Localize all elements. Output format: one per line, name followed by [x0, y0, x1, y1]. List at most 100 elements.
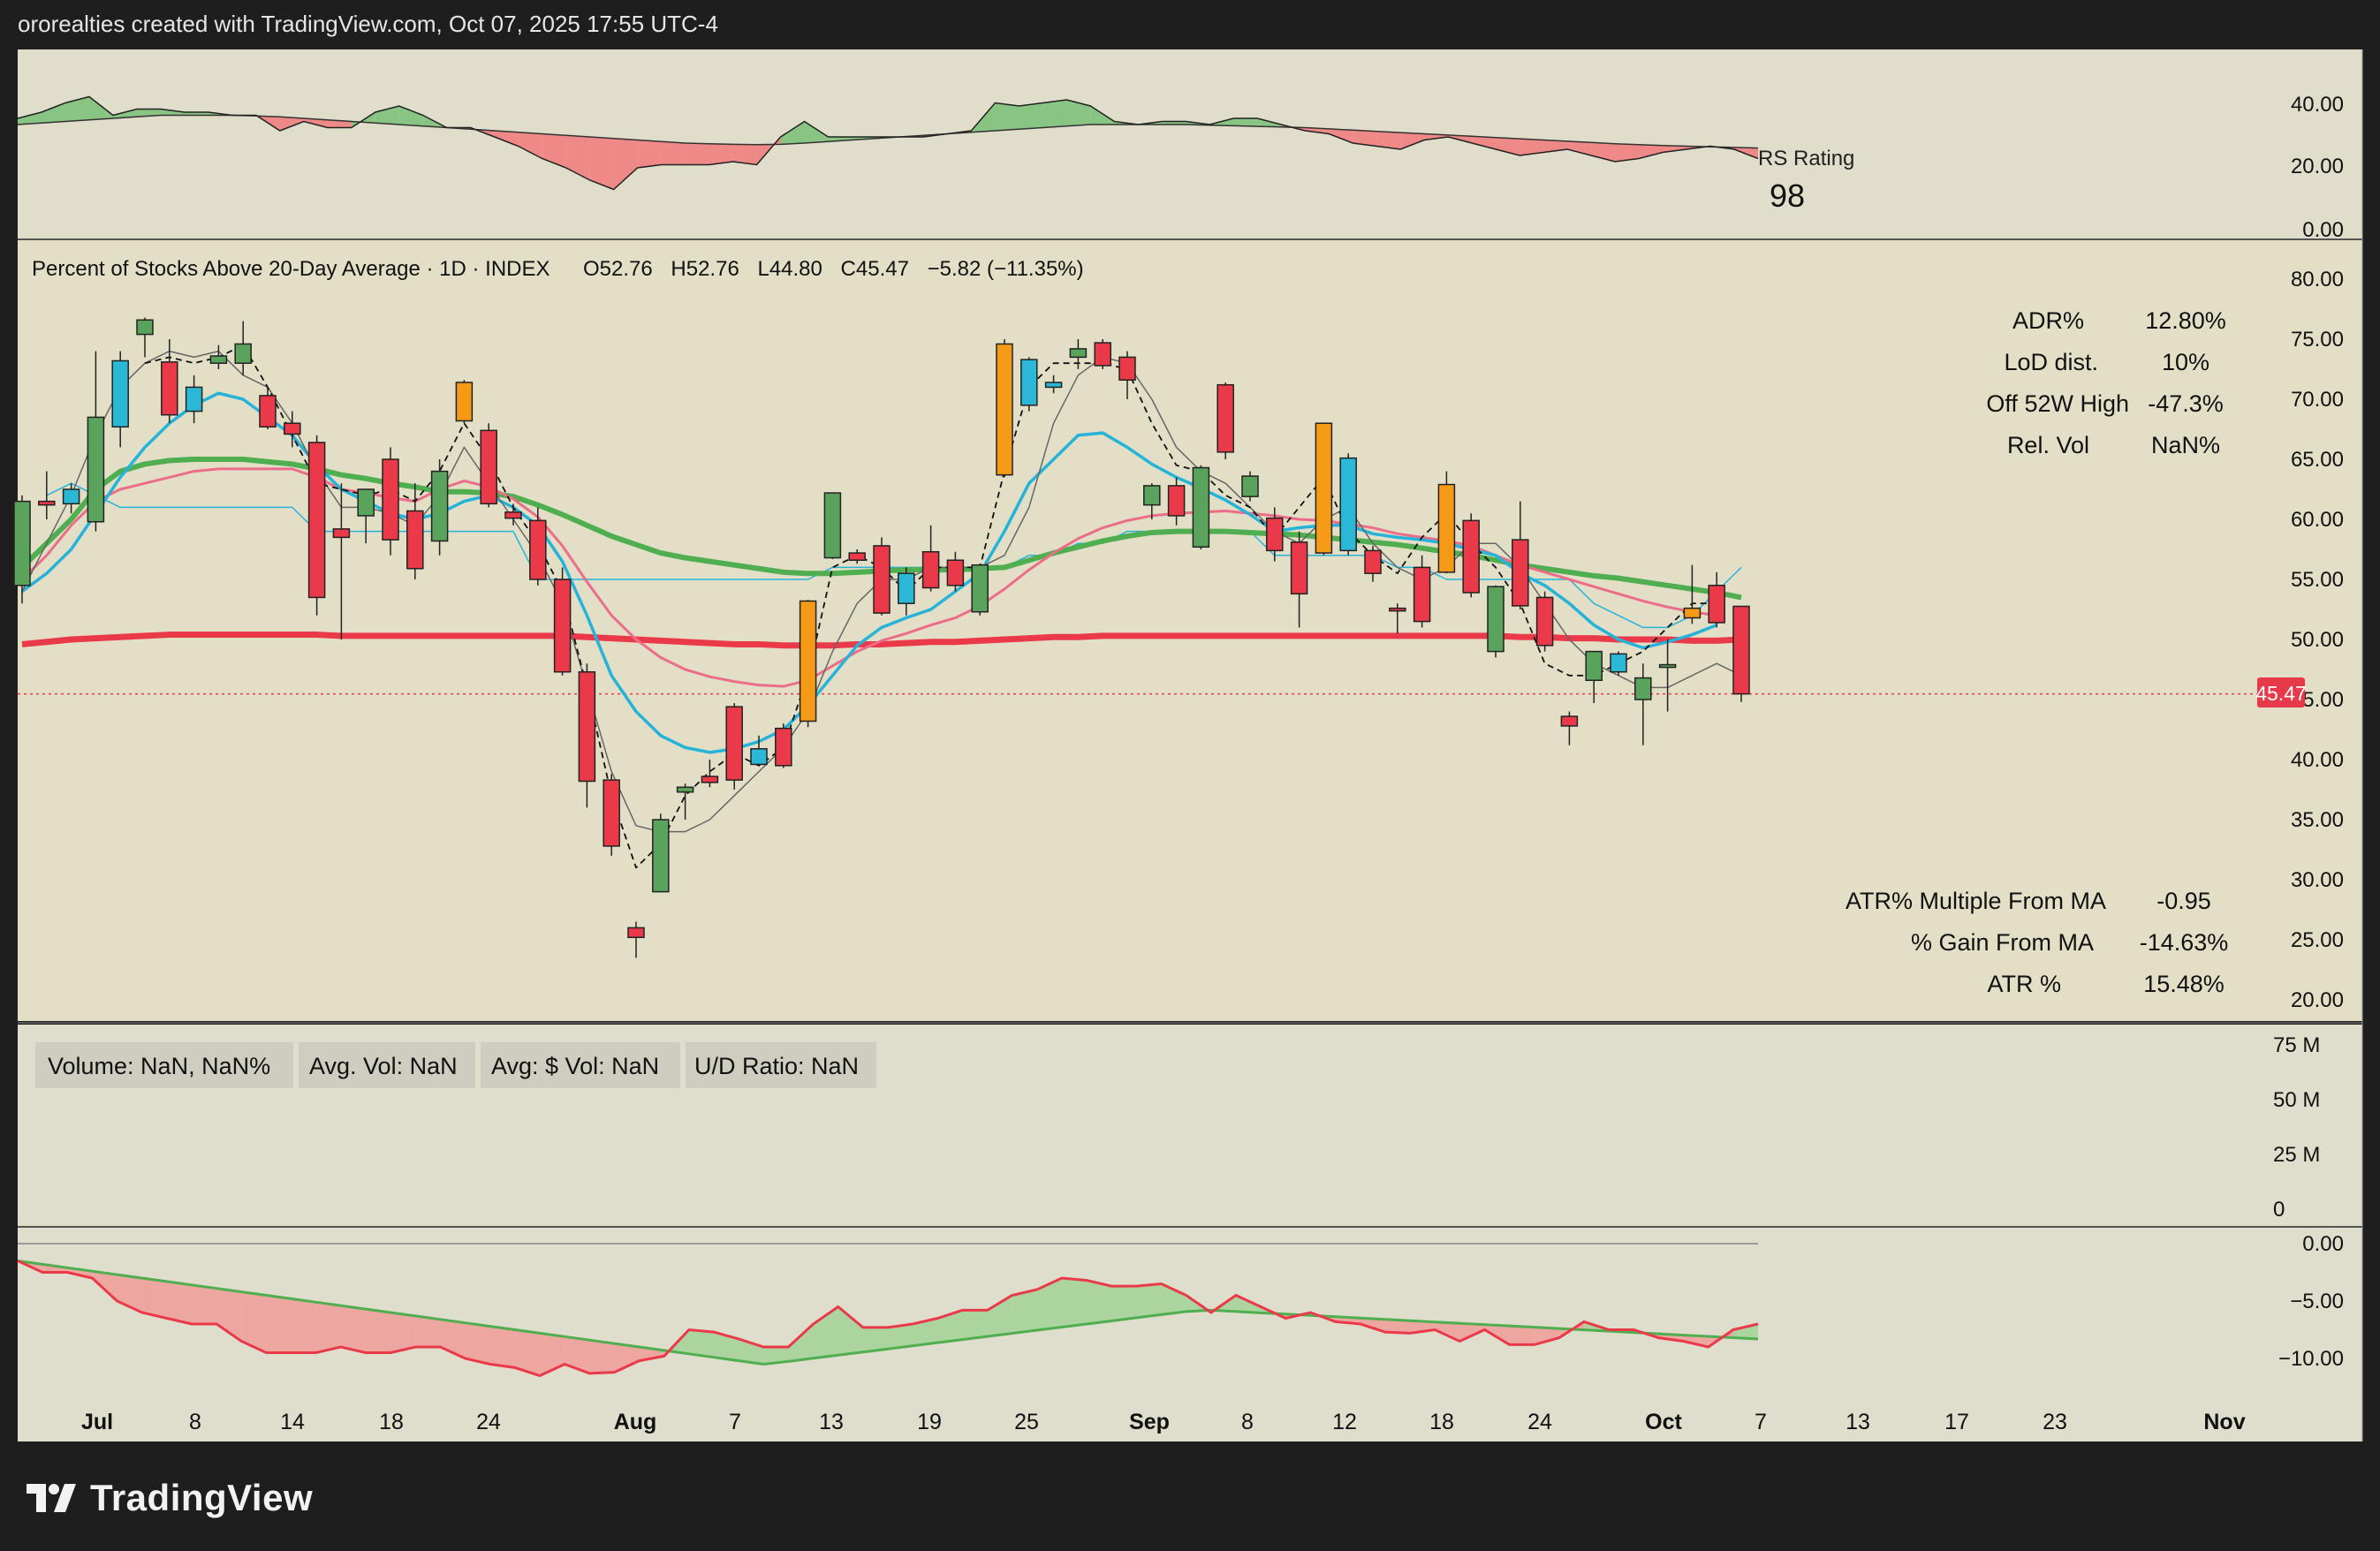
volume-chip-bg: [481, 1042, 680, 1088]
rs-fill-segment: [494, 131, 519, 147]
oscillator-fill-segment: [315, 1302, 341, 1353]
tradingview-logo-icon: [27, 1482, 78, 1514]
rs-rating-label: RS Rating: [1758, 147, 1854, 170]
candle-body: [775, 727, 792, 767]
oscillator-fill-segment: [366, 1309, 391, 1353]
oscillator-fill-segment: [888, 1324, 913, 1350]
x-axis-tick: Aug: [614, 1410, 657, 1434]
candle-body: [1487, 586, 1505, 653]
x-axis-tick: 25: [1014, 1410, 1039, 1434]
oscillator-fill-segment: [266, 1295, 292, 1353]
rs-line-plot: [17, 95, 1759, 191]
rs-baseline-line: [17, 114, 1759, 149]
x-axis-tick: 13: [1846, 1410, 1870, 1434]
x-axis-tick: 24: [476, 1410, 501, 1434]
rs-panel-bg: [18, 49, 2362, 239]
tradingview-wordmark: TradingView: [90, 1477, 314, 1518]
price-axis-tick: 70.00: [2291, 388, 2344, 412]
oscillator-fill-segment: [1459, 1323, 1485, 1342]
oscillator-fill-segment: [1062, 1278, 1088, 1328]
rs-fill-segment: [1615, 143, 1640, 162]
price-axis-tick: 40.00: [2291, 748, 2344, 772]
legend-high: H52.76: [671, 257, 739, 281]
oscillator-fill-segment: [589, 1340, 615, 1373]
candle-body: [1462, 519, 1480, 594]
candle-body: [1364, 549, 1382, 574]
rs-fill-segment: [637, 140, 662, 168]
stat-value-gain-from-ma: -14.63%: [2140, 929, 2229, 956]
candle-body: [1143, 485, 1161, 506]
volume-axis-tick: 0: [2273, 1198, 2285, 1222]
oscillator-fill-segment: [1534, 1327, 1559, 1345]
chart-legend[interactable]: Percent of Stocks Above 20-Day Average ·…: [32, 257, 1084, 281]
volume-chip-bg: [35, 1042, 293, 1088]
legend-close: C45.47: [841, 257, 909, 281]
oscillator-fill-segment: [813, 1306, 838, 1358]
rs-fill-segment: [1543, 140, 1568, 153]
oscillator-fill-segment: [1036, 1278, 1062, 1331]
x-axis-tick: 7: [1755, 1410, 1767, 1434]
candle-body: [111, 359, 129, 428]
oscillator-fill-segment: [1012, 1290, 1037, 1334]
rs-fill-segment: [1042, 100, 1067, 128]
candle-body: [1732, 605, 1750, 695]
candle-body: [823, 492, 842, 559]
candle-body: [1512, 539, 1529, 607]
rs-fill-segment: [1376, 131, 1401, 149]
x-axis-tick: 23: [2043, 1410, 2067, 1434]
candle-body: [946, 559, 965, 586]
candle-body: [13, 500, 31, 586]
rs-fill-segment: [327, 119, 352, 128]
volume-axis-tick: 50 M: [2273, 1088, 2320, 1112]
candle-body: [62, 488, 80, 505]
oscillator-fill-segment: [1136, 1283, 1162, 1318]
oscillator-fill-segment: [1732, 1324, 1758, 1340]
lower-axis-tick: 0.00: [2302, 1232, 2344, 1256]
x-axis-tick: 12: [1332, 1410, 1357, 1434]
rs-fill-segment: [1496, 137, 1520, 155]
oscillator-fill-segment: [192, 1284, 217, 1324]
rs-fill-segment: [279, 117, 304, 131]
rs-fill-segment: [565, 135, 590, 180]
oscillator-fill-segment: [838, 1306, 863, 1356]
candle-body: [38, 500, 56, 506]
oscillator-fill-segment: [1111, 1286, 1137, 1321]
rs-fill-segment: [303, 118, 328, 128]
volume-chip: Volume: NaN, NaN%: [48, 1053, 270, 1079]
oscillator-fill-segment: [565, 1336, 590, 1373]
oscillator-fill-segment: [937, 1310, 963, 1343]
rs-fill-segment: [1066, 100, 1091, 126]
candle-body: [87, 416, 105, 523]
stat-label-atr-multiple: ATR% Multiple From MA: [1846, 888, 2106, 914]
oscillator-fill-segment: [862, 1327, 888, 1352]
candle-body: [1339, 457, 1357, 552]
rs-fill-segment: [1329, 128, 1353, 143]
candle-body: [1389, 607, 1406, 612]
oscillator-fill-segment: [1236, 1295, 1262, 1313]
rs-fill-segment: [64, 96, 89, 122]
avg-dollar-volume-chip: Avg: $ Vol: NaN: [491, 1053, 659, 1079]
volume-axis-tick: 25 M: [2273, 1143, 2320, 1167]
oscillator-fill-segment: [291, 1298, 316, 1353]
oscillator-fill-segment: [540, 1333, 565, 1376]
candle-body: [701, 776, 719, 783]
candle-body: [1217, 383, 1234, 453]
candle-body: [1683, 607, 1702, 619]
candle-body: [1044, 382, 1063, 389]
rs-fill-segment: [184, 112, 208, 116]
oscillator-fill-segment: [514, 1329, 540, 1376]
price-axis-tick: 50.00: [2291, 628, 2344, 652]
legend-ohlc: O52.76 H52.76 L44.80 C45.47 −5.82 (−11.3…: [583, 257, 1084, 281]
rs-axis-tick: 20.00: [2291, 155, 2344, 178]
candle-body: [1610, 653, 1627, 673]
candle-body: [1437, 483, 1456, 573]
candle-body: [750, 748, 768, 766]
oscillator-fill-segment: [1384, 1319, 1410, 1334]
tradingview-logo[interactable]: TradingView: [27, 1473, 313, 1523]
oscillator-fill-segment: [913, 1318, 938, 1346]
last-price-tag: 45.47: [2255, 677, 2307, 707]
stats-bottom-table: ATR% Multiple From MA -0.95 % Gain From …: [1846, 888, 2228, 997]
legend-change: −5.82 (−11.35%): [928, 257, 1084, 281]
rs-fill-segment: [1400, 132, 1425, 149]
